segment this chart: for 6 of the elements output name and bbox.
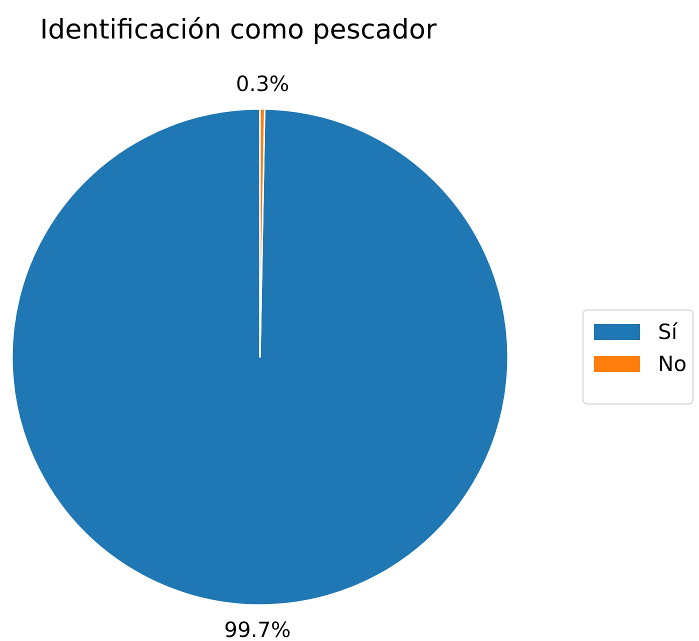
legend-label: No xyxy=(658,352,687,376)
legend-label: Sí xyxy=(658,320,678,344)
pie-slice xyxy=(11,108,509,606)
data-label: 0.3% xyxy=(236,72,290,96)
data-label: 99.7% xyxy=(224,618,291,641)
chart-title: Identificación como pescador xyxy=(40,14,438,46)
